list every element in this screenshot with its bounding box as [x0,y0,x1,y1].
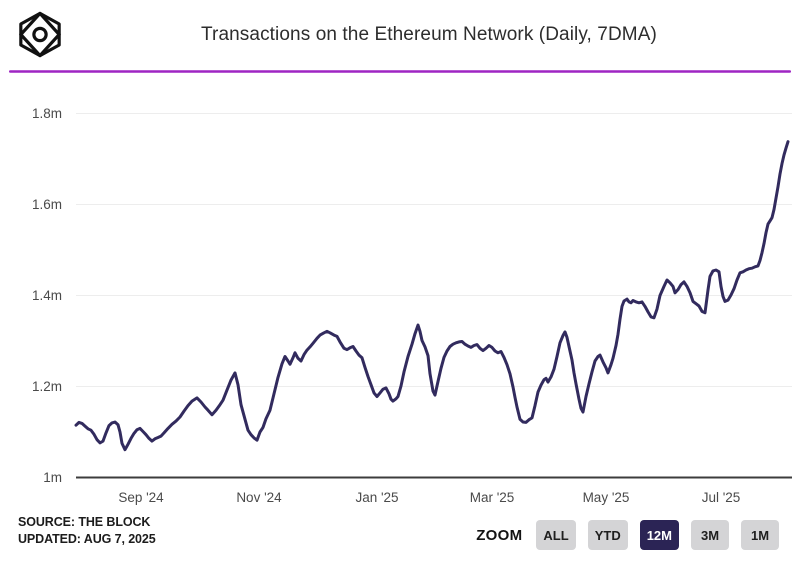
updated-label: UPDATED: AUG 7, 2025 [18,532,156,546]
y-tick-label: 1.4m [32,288,62,303]
series-line-transactions-7dma [74,140,790,452]
x-tick-label: Sep '24 [118,490,164,505]
the-block-logo-icon [19,11,61,58]
x-tick-label: Jan '25 [355,490,398,505]
header: Transactions on the Ethereum Network (Da… [0,0,800,70]
zoom-button-1m[interactable]: 1M [741,520,779,550]
source-block: SOURCE: THE BLOCK UPDATED: AUG 7, 2025 [18,514,156,548]
x-tick-label: Mar '25 [470,490,515,505]
y-tick-label: 1.2m [32,379,62,394]
header-divider [9,70,791,73]
zoom-controls: ZOOM ALL YTD 12M 3M 1M [476,520,779,550]
zoom-button-group: ALL YTD 12M 3M 1M [536,520,779,550]
y-tick-label: 1.8m [32,106,62,121]
zoom-button-12m[interactable]: 12M [639,520,679,550]
zoom-button-all[interactable]: ALL [536,520,576,550]
x-tick-label: Nov '24 [236,490,282,505]
source-label: SOURCE: THE BLOCK [18,515,151,529]
x-tick-label: May '25 [583,490,630,505]
chart-title: Transactions on the Ethereum Network (Da… [201,24,657,45]
the-block-logo [17,11,63,58]
y-tick-label: 1m [43,470,62,485]
zoom-button-ytd[interactable]: YTD [587,520,628,550]
y-tick-label: 1.6m [32,197,62,212]
x-tick-label: Jul '25 [702,490,741,505]
zoom-label: ZOOM [476,526,523,544]
zoom-button-3m[interactable]: 3M [691,520,729,550]
